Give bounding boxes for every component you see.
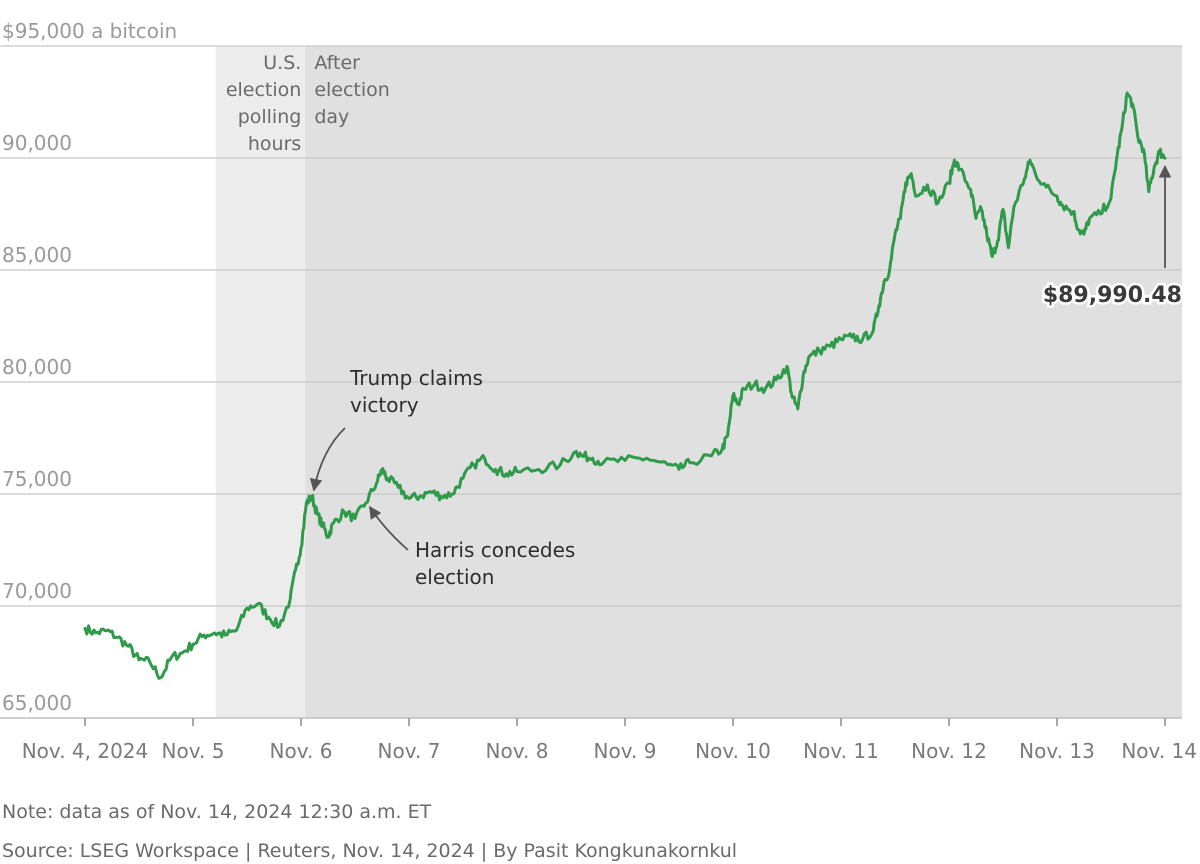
polling-label-line-0: U.S. (263, 52, 301, 74)
y-tick-label-2: 85,000 (2, 243, 72, 267)
harris-annotation-line-0: Harris concedes (415, 538, 575, 562)
y-tick-label-1: 90,000 (2, 131, 72, 155)
x-tick-label-4: Nov. 8 (486, 739, 549, 763)
x-tick-label-0: Nov. 4, 2024 (22, 739, 149, 763)
x-tick-label-2: Nov. 6 (270, 739, 333, 763)
polling-label-line-1: election (226, 79, 302, 101)
y-tick-label-6: 65,000 (2, 691, 72, 715)
polling-label-line-2: polling (238, 106, 302, 128)
x-tick-label-10: Nov. 14 (1121, 739, 1197, 763)
x-tick-label-6: Nov. 10 (695, 739, 771, 763)
chart-note: Note: data as of Nov. 14, 2024 12:30 a.m… (2, 801, 432, 823)
after-election-label-line-2: day (314, 106, 349, 128)
harris-annotation-line-1: election (415, 565, 494, 589)
harris-annotation-arrow (369, 505, 409, 551)
after-election-label-line-0: After (314, 52, 360, 74)
x-tick-label-5: Nov. 9 (594, 739, 657, 763)
bitcoin-price-chart: $95,000 a bitcoin 90,000 85,000 80,000 75,00… (0, 19, 1197, 763)
x-tick-label-1: Nov. 5 (162, 739, 225, 763)
y-tick-label-0: $95,000 a bitcoin (2, 19, 177, 43)
last-value-label: $89,990.48 (1043, 283, 1182, 308)
polling-label-line-3: hours (248, 133, 301, 155)
y-tick-label-5: 70,000 (2, 579, 72, 603)
x-tick-label-9: Nov. 13 (1019, 739, 1095, 763)
y-tick-label-4: 75,000 (2, 467, 72, 491)
trump-annotation-line-1: victory (350, 393, 419, 417)
after-election-label-line-1: election (314, 79, 390, 101)
trump-annotation-arrow (309, 427, 346, 492)
trump-annotation-line-0: Trump claims (349, 366, 483, 390)
y-tick-label-3: 80,000 (2, 355, 72, 379)
chart-source: Source: LSEG Workspace | Reuters, Nov. 1… (2, 840, 738, 862)
x-tick-label-3: Nov. 7 (378, 739, 441, 763)
x-tick-label-8: Nov. 12 (911, 739, 987, 763)
x-tick-label-7: Nov. 11 (803, 739, 879, 763)
series-line-bitcoin-price (83, 91, 1167, 680)
